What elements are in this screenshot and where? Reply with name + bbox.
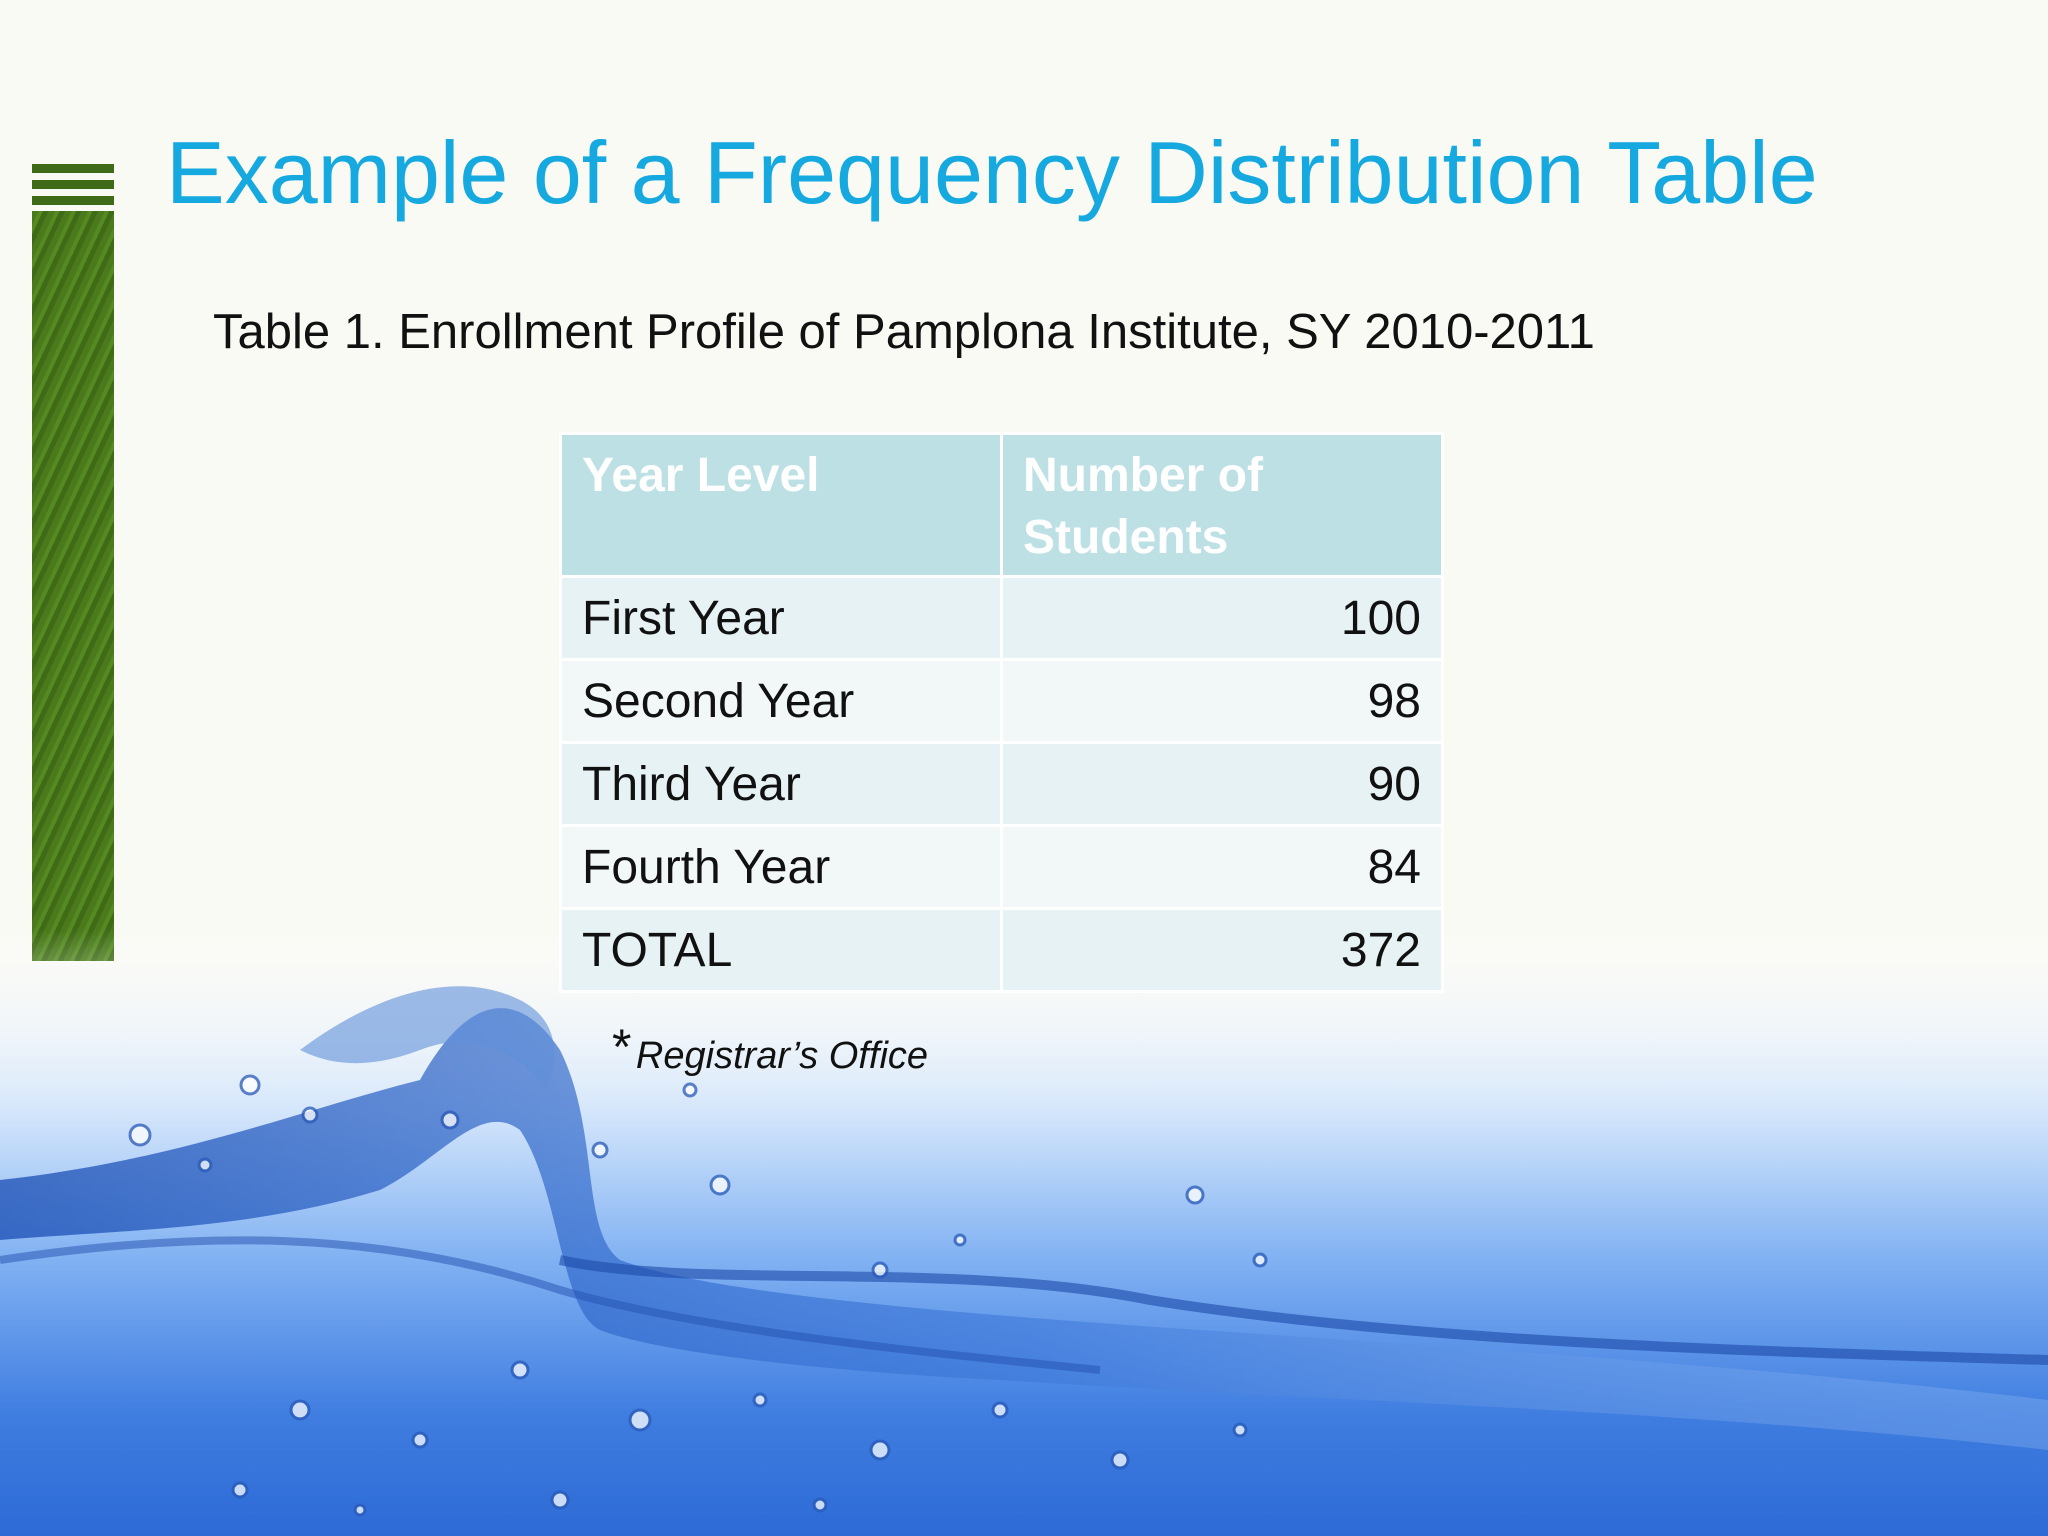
accent-stripe <box>32 196 114 205</box>
table-total-row: TOTAL 372 <box>559 907 1444 993</box>
student-count-cell: 84 <box>1000 824 1444 910</box>
footnote-source: Registrar’s Office <box>635 1035 929 1077</box>
student-count-cell: 98 <box>1000 658 1444 744</box>
table-row: First Year 100 <box>559 575 1444 661</box>
water-splash-background <box>0 930 2048 1536</box>
accent-stripe <box>32 180 114 189</box>
source-footnote: * Registrar’s Office <box>612 1022 928 1090</box>
student-count-cell: 100 <box>1000 575 1444 661</box>
total-label-cell: TOTAL <box>559 907 1003 993</box>
frequency-distribution-table: Year Level Number of Students First Year… <box>559 432 1444 993</box>
table-row: Second Year 98 <box>559 658 1444 744</box>
table-row: Fourth Year 84 <box>559 824 1444 910</box>
year-level-cell: Third Year <box>559 741 1003 827</box>
total-value-cell: 372 <box>1000 907 1444 993</box>
table-caption: Table 1. Enrollment Profile of Pamplona … <box>213 305 1595 359</box>
column-header-year-level: Year Level <box>559 432 1003 578</box>
accent-stripe <box>32 164 114 173</box>
footnote-marker: * <box>612 1019 632 1075</box>
table-header-row: Year Level Number of Students <box>559 432 1444 578</box>
year-level-cell: First Year <box>559 575 1003 661</box>
student-count-cell: 90 <box>1000 741 1444 827</box>
column-header-number-of-students: Number of Students <box>1000 432 1444 578</box>
slide-title: Example of a Frequency Distribution Tabl… <box>166 123 1818 222</box>
table-row: Third Year 90 <box>559 741 1444 827</box>
year-level-cell: Fourth Year <box>559 824 1003 910</box>
accent-bar <box>32 211 114 961</box>
year-level-cell: Second Year <box>559 658 1003 744</box>
